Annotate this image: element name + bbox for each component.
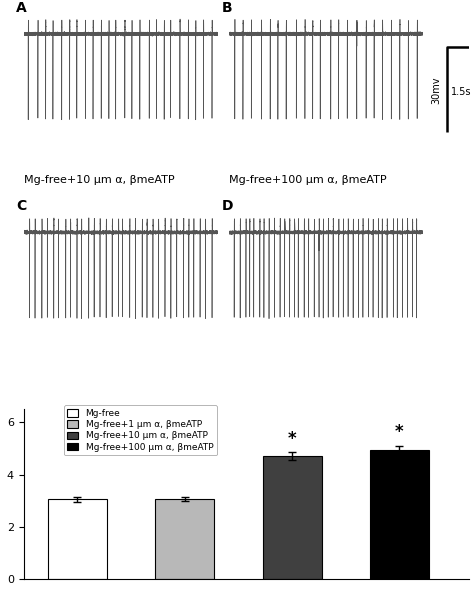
Text: 30mv: 30mv bbox=[431, 76, 441, 104]
Bar bbox=[370, 450, 429, 579]
Legend: Mg-free, Mg-free+1 μm α, βmeATP, Mg-free+10 μm α, βmeATP, Mg-free+100 μm α, βmeA: Mg-free, Mg-free+1 μm α, βmeATP, Mg-free… bbox=[64, 405, 217, 455]
Text: C: C bbox=[16, 200, 26, 213]
Text: Mg-free+10 μm α, βmeATP: Mg-free+10 μm α, βmeATP bbox=[24, 175, 174, 185]
Y-axis label: Mean OD value: Mean OD value bbox=[0, 452, 1, 537]
Text: A: A bbox=[16, 1, 27, 14]
Text: *: * bbox=[395, 423, 404, 441]
Text: *: * bbox=[288, 430, 296, 447]
Text: B: B bbox=[221, 1, 232, 14]
Text: Mg-free+100 μm α, βmeATP: Mg-free+100 μm α, βmeATP bbox=[229, 175, 387, 185]
Bar bbox=[155, 499, 214, 579]
Text: D: D bbox=[221, 200, 233, 213]
Bar bbox=[263, 456, 322, 579]
Text: 1.5s: 1.5s bbox=[451, 87, 472, 97]
Bar bbox=[48, 499, 107, 579]
